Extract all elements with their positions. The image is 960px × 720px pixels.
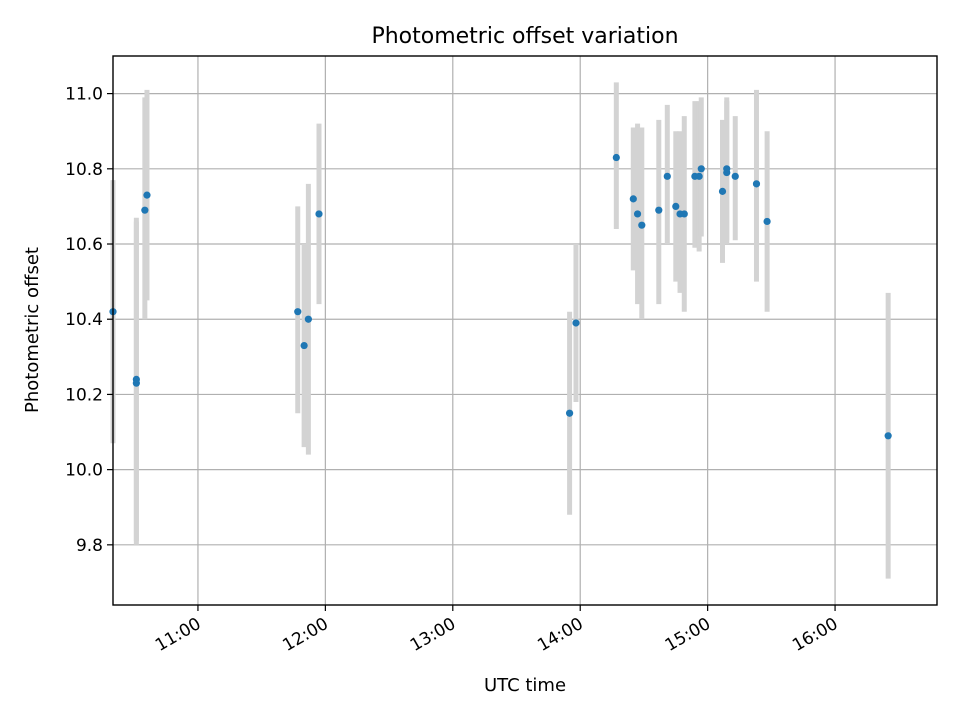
grid [113, 56, 937, 605]
data-point [672, 202, 680, 211]
data-points [109, 153, 892, 440]
data-point [763, 217, 771, 226]
data-point [680, 210, 688, 218]
y-tick-label: 10.6 [65, 235, 103, 255]
data-point [638, 221, 646, 229]
data-point [695, 172, 703, 180]
data-point [718, 187, 727, 195]
y-tick-label: 11.0 [65, 85, 103, 105]
y-tick-label: 10.2 [65, 385, 103, 405]
data-point [629, 195, 637, 203]
data-point [723, 165, 731, 173]
data-point [143, 191, 151, 199]
data-point [884, 432, 892, 440]
chart-title: Photometric offset variation [371, 24, 678, 49]
data-point [300, 341, 308, 350]
x-axis-label: UTC time [484, 675, 566, 696]
data-point [663, 172, 671, 180]
data-point [612, 153, 620, 162]
data-point [633, 210, 642, 218]
data-point [304, 315, 312, 323]
y-tick-label: 10.8 [65, 160, 103, 180]
data-point [141, 206, 149, 214]
y-tick-label: 10.4 [65, 310, 103, 330]
y-axis-label: Photometric offset [22, 247, 43, 413]
data-point [565, 409, 574, 417]
data-point [731, 172, 739, 180]
y-tick-label: 9.8 [76, 536, 103, 556]
data-point [315, 210, 323, 218]
plot-frame [112, 55, 938, 606]
data-point [655, 206, 663, 214]
y-tick-label: 10.0 [65, 461, 103, 481]
data-point [132, 375, 140, 383]
data-point [294, 308, 302, 316]
data-point [572, 319, 580, 327]
data-point [697, 165, 705, 173]
data-point [752, 180, 761, 188]
